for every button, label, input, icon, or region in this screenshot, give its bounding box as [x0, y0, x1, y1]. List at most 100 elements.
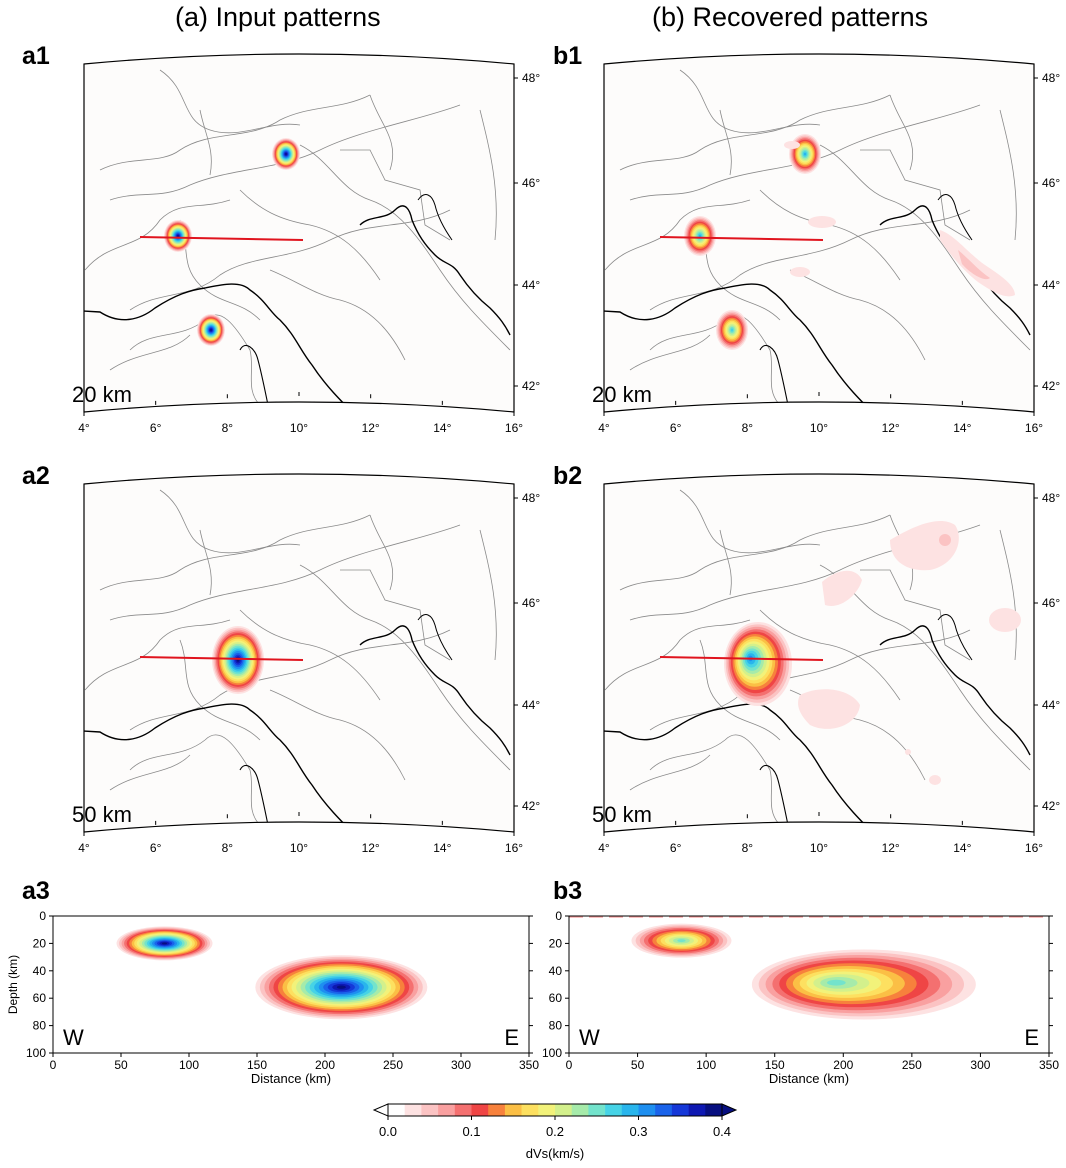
profile-line [139, 236, 304, 241]
west-label: W [579, 1025, 600, 1050]
lon-tick-label: 12° [882, 841, 900, 855]
colorbar-tick-label: 0.0 [379, 1124, 397, 1139]
colorbar-label: dVs(km/s) [526, 1146, 585, 1161]
cross-section-b3: 0 50 100 150 200 250 300 350 0 20 40 60 80 100 Distanc… [520, 905, 1059, 1095]
colorbar-swatch [705, 1104, 723, 1116]
lat-tick-label: 42° [1042, 799, 1060, 813]
anomaly-south [197, 314, 225, 346]
coastline [84, 194, 511, 412]
colorbar-swatch [404, 1104, 422, 1116]
cross-section-a3: 0 50 100 150 200 250 300 350 0 20 40 60 80 100 Distanc… [0, 905, 539, 1095]
colorbar-tick-label: 0.2 [546, 1124, 564, 1139]
y-tick-label: 60 [33, 991, 47, 1005]
colorbar-swatch [621, 1104, 639, 1116]
colorbar-tick-label: 0.1 [462, 1124, 480, 1139]
y-tick-label: 20 [549, 936, 563, 950]
y-tick-label: 40 [549, 964, 563, 978]
y-tick-label: 60 [549, 991, 563, 1005]
y-tick-label: 80 [33, 1019, 47, 1033]
recovered-anomaly-south [716, 310, 748, 350]
lon-tick-label: 12° [362, 841, 380, 855]
lat-tick-label: 48° [522, 491, 540, 505]
panel-label-b3: b3 [553, 877, 583, 905]
lon-tick-label: 8° [222, 841, 234, 855]
y-tick-label: 100 [542, 1046, 562, 1060]
colorbar-tick-label: 0.3 [629, 1124, 647, 1139]
recovered-artifacts [784, 141, 1015, 297]
lat-tick-label: 46° [522, 176, 540, 190]
profile-line [659, 236, 824, 241]
lon-tick-label: 8° [742, 841, 754, 855]
lon-tick-label: 16° [1025, 421, 1043, 435]
panel-label-b2: b2 [553, 462, 583, 490]
x-tick-label: 300 [970, 1058, 990, 1072]
depth-label: 50 km [592, 802, 652, 827]
x-tick-label: 250 [902, 1058, 922, 1072]
y-tick-label: 80 [549, 1019, 563, 1033]
title-input-patterns: (a) Input patterns [175, 2, 381, 32]
x-tick-label: 250 [383, 1058, 403, 1072]
lon-tick-label: 6° [150, 421, 162, 435]
tectonic-lines [84, 69, 511, 406]
anomaly-deep [255, 955, 428, 1020]
lon-tick-label: 4° [78, 841, 90, 855]
colorbar-swatch [555, 1104, 572, 1116]
lat-tick-label: 46° [1042, 596, 1060, 610]
lat-tick-label: 42° [522, 379, 540, 393]
colorbar-swatch [504, 1104, 522, 1116]
colorbar-swatch [671, 1104, 689, 1116]
lon-tick-label: 4° [598, 841, 610, 855]
lat-tick-label: 48° [1042, 491, 1060, 505]
lon-tick-label: 14° [953, 421, 971, 435]
title-recovered-patterns: (b) Recovered patterns [652, 2, 929, 32]
lon-tick-label: 14° [433, 841, 451, 855]
lon-tick-label: 12° [882, 421, 900, 435]
colorbar: 0.0 0.1 0.2 0.3 0.4 dVs(km/s) [360, 1098, 760, 1164]
lat-tick-label: 48° [1042, 71, 1060, 85]
section-frame [568, 915, 1050, 1054]
coastline [84, 614, 511, 832]
x-tick-label: 150 [765, 1058, 785, 1072]
x-tick-label: 200 [315, 1058, 335, 1072]
lat-tick-label: 46° [522, 596, 540, 610]
lon-tick-label: 14° [953, 841, 971, 855]
anomaly-west [164, 220, 192, 252]
y-tick-label: 20 [33, 936, 47, 950]
lon-tick-label: 14° [433, 421, 451, 435]
lon-tick-label: 10° [290, 841, 308, 855]
lon-tick-label: 10° [810, 841, 828, 855]
recovered-anomaly-north [789, 134, 821, 174]
lon-tick-label: 8° [222, 421, 234, 435]
panel-label-a1: a1 [22, 42, 50, 70]
panel-label-b1: b1 [553, 42, 583, 70]
x-tick-label: 350 [1039, 1058, 1059, 1072]
x-axis-label: Distance (km) [251, 1071, 331, 1086]
colorbar-swatch [688, 1104, 706, 1116]
x-tick-label: 50 [631, 1058, 645, 1072]
panel-label-a2: a2 [22, 462, 50, 490]
recovered-anomaly-west [684, 216, 716, 256]
recovered-anomaly-deep [751, 949, 976, 1020]
colorbar-swatch [655, 1104, 673, 1116]
x-tick-label: 100 [179, 1058, 199, 1072]
colorbar-swatch [454, 1104, 472, 1116]
lon-tick-label: 8° [742, 421, 754, 435]
y-tick-label: 0 [555, 909, 562, 923]
profile-line [139, 656, 304, 661]
section-frame [52, 915, 530, 1054]
lon-tick-label: 4° [598, 421, 610, 435]
tectonic-lines [84, 489, 511, 826]
colorbar-swatch [605, 1104, 623, 1116]
east-label: E [504, 1025, 519, 1050]
colorbar-swatch [638, 1104, 656, 1116]
depth-label: 20 km [592, 382, 652, 407]
lat-tick-label: 44° [1042, 698, 1060, 712]
x-tick-label: 100 [696, 1058, 716, 1072]
recovered-artifacts [798, 520, 1021, 785]
colorbar-swatch [488, 1104, 506, 1116]
x-tick-label: 200 [833, 1058, 853, 1072]
lon-tick-label: 12° [362, 421, 380, 435]
lat-tick-label: 46° [1042, 176, 1060, 190]
lon-tick-label: 6° [670, 841, 682, 855]
anomaly-center [212, 626, 264, 694]
